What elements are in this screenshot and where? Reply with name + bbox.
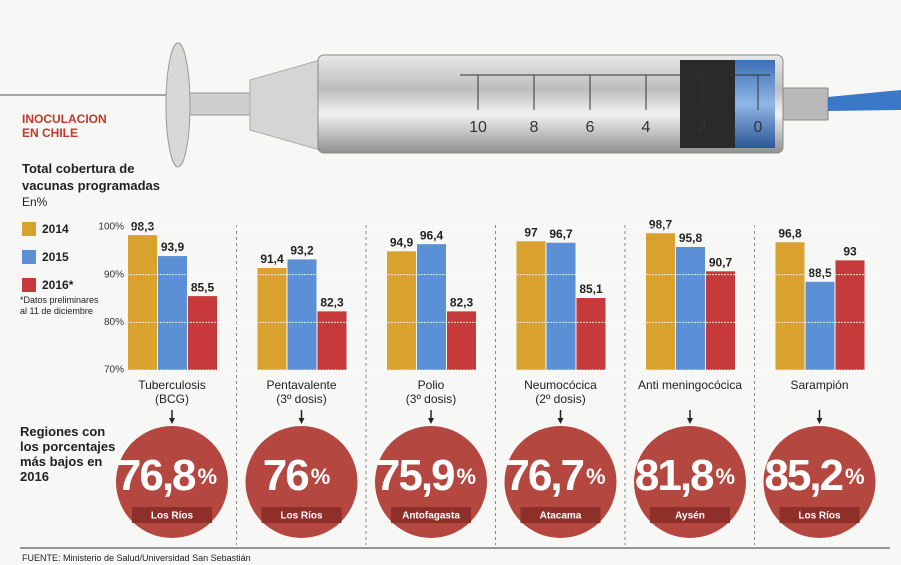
y-tick-label: 70% xyxy=(104,365,124,376)
value-label: 96,4 xyxy=(420,228,444,242)
x-tick-label: Anti meningocócica xyxy=(626,378,754,392)
value-label: 88,5 xyxy=(808,266,832,280)
value-label: 98,7 xyxy=(649,217,673,231)
value-label: 93 xyxy=(843,245,857,259)
bar xyxy=(806,282,835,370)
region-value-unit: % xyxy=(586,464,605,489)
region-value-number: 76 xyxy=(263,451,308,500)
bar xyxy=(158,256,187,370)
legend-swatch xyxy=(22,278,36,292)
legend-label: 2016* xyxy=(42,278,74,292)
syringe xyxy=(0,43,901,167)
value-label: 82,3 xyxy=(450,296,474,310)
scale-number: 4 xyxy=(642,119,651,136)
bar xyxy=(288,259,317,370)
bar xyxy=(577,298,606,370)
region-value-number: 85,2 xyxy=(764,451,842,500)
region-name: Los Ríos xyxy=(151,511,194,522)
y-tick-label: 90% xyxy=(104,269,124,280)
value-label: 93,2 xyxy=(290,244,314,258)
arrow-head xyxy=(169,418,175,424)
region-value-unit: % xyxy=(198,464,217,489)
x-tick-label: Tuberculosis (BCG) xyxy=(108,378,236,406)
value-label: 93,9 xyxy=(161,240,185,254)
scale-number: 0 xyxy=(754,119,763,136)
region-value-number: 76,8 xyxy=(117,451,196,500)
region-value-unit: % xyxy=(716,464,735,489)
bar xyxy=(676,247,705,370)
infographic: 10 8 6 4 2 0 2014 2015 2016* 70% 80% 90% 100% 98,3 93,… xyxy=(0,0,901,565)
bar xyxy=(836,260,865,370)
region-value-number: 81,8 xyxy=(635,451,714,500)
y-tick-label: 80% xyxy=(104,317,124,328)
chart-title: Total cobertura de vacunas programadas xyxy=(22,160,160,194)
lowest-title: Regiones con los porcentajes más bajos e… xyxy=(20,424,120,484)
legend-label: 2015 xyxy=(42,250,69,264)
bar xyxy=(646,233,675,370)
region-value-number: 76,7 xyxy=(505,451,583,500)
arrow-head xyxy=(299,418,305,424)
x-tick-label: Sarampión xyxy=(756,378,884,392)
value-label: 96,7 xyxy=(549,227,573,241)
x-tick-label: Polio (3º dosis) xyxy=(367,378,495,406)
scale-number: 6 xyxy=(586,119,595,136)
arrow-head xyxy=(428,418,434,424)
scale-number: 10 xyxy=(469,119,487,136)
arrow-head xyxy=(558,418,564,424)
region-name: Los Ríos xyxy=(280,511,323,522)
value-label: 91,4 xyxy=(260,252,284,266)
bar xyxy=(387,251,416,370)
value-label: 85,5 xyxy=(191,280,215,294)
y-tick-label: 100% xyxy=(98,222,124,233)
region-name: Antofagasta xyxy=(402,511,460,522)
value-label: 94,9 xyxy=(390,235,414,249)
bar xyxy=(258,268,287,370)
source: FUENTE: Ministerio de Salud/Universidad … xyxy=(22,553,251,563)
bar xyxy=(417,244,446,370)
region-value-unit: % xyxy=(845,464,864,489)
legend-label: 2014 xyxy=(42,222,69,236)
x-tick-label: Pentavalente (3º dosis) xyxy=(238,378,366,406)
scale-number: 8 xyxy=(530,119,539,136)
legend-swatch xyxy=(22,250,36,264)
region-name: Atacama xyxy=(540,511,582,522)
bar xyxy=(547,243,576,370)
bar xyxy=(706,271,735,370)
region-value-unit: % xyxy=(311,464,330,489)
region-value-number: 75,9 xyxy=(376,451,454,500)
region-value-unit: % xyxy=(457,464,476,489)
bar xyxy=(128,235,157,370)
value-label: 90,7 xyxy=(709,256,733,270)
bar xyxy=(188,296,217,370)
bar xyxy=(447,311,476,370)
note: *Datos preliminares al 11 de diciembre xyxy=(20,295,99,317)
value-label: 97 xyxy=(524,225,538,239)
region-name: Los Ríos xyxy=(798,511,841,522)
value-label: 98,3 xyxy=(131,219,155,233)
value-label: 85,1 xyxy=(579,282,603,296)
arrow-head xyxy=(687,418,693,424)
chart: 10 8 6 4 2 0 2014 2015 2016* 70% 80% 90% 100% 98,3 93,… xyxy=(0,0,901,565)
bar xyxy=(517,241,546,370)
scale-number: 2 xyxy=(698,119,707,136)
bar xyxy=(776,242,805,370)
region-name: Aysén xyxy=(675,511,705,522)
arrow-head xyxy=(817,418,823,424)
bar xyxy=(318,311,347,370)
x-tick-label: Neumocócica (2º dosis) xyxy=(497,378,625,406)
value-label: 96,8 xyxy=(778,226,802,240)
value-label: 82,3 xyxy=(320,296,344,310)
value-label: 95,8 xyxy=(679,231,703,245)
legend-swatch xyxy=(22,222,36,236)
chart-subtitle: En% xyxy=(22,195,47,209)
header-title: INOCULACION EN CHILE xyxy=(22,112,107,140)
